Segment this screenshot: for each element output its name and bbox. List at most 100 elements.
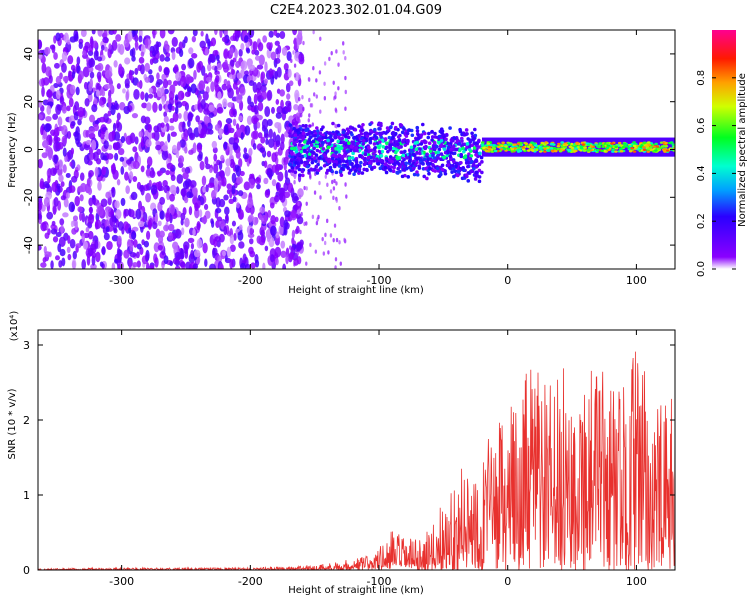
- heatmap-cell: [380, 131, 384, 136]
- heatmap-cell: [292, 50, 295, 55]
- heatmap-cell: [231, 172, 237, 184]
- heatmap-cell: [145, 139, 152, 148]
- heatmap-cell: [62, 164, 67, 174]
- heatmap-cell: [246, 76, 251, 83]
- heatmap-cell: [397, 138, 402, 142]
- heatmap-cell: [338, 206, 341, 211]
- heatmap-cell: [253, 93, 258, 105]
- heatmap-cell: [309, 143, 314, 147]
- heatmap-cell: [293, 104, 299, 111]
- heatmap-cell: [128, 258, 133, 269]
- heatmap-cell: [224, 166, 231, 177]
- heatmap-cell: [252, 216, 259, 226]
- heatmap-cell: [329, 189, 333, 194]
- heatmap-cell: [435, 166, 440, 171]
- heatmap-cell: [240, 60, 248, 71]
- heatmap-cell: [346, 165, 350, 170]
- heatmap-cell: [326, 218, 329, 224]
- heatmap-cell: [298, 96, 301, 102]
- heatmap-cell: [138, 35, 143, 43]
- heatmap-cell: [521, 148, 526, 151]
- heatmap-cell: [431, 144, 436, 149]
- heatmap-cell: [128, 171, 134, 181]
- heatmap-cell: [264, 106, 271, 118]
- heatmap-cell: [576, 145, 581, 149]
- heatmap-cell: [112, 142, 119, 151]
- heatmap-cell: [325, 149, 330, 153]
- heatmap-cell: [295, 128, 299, 133]
- heatmap-cell: [390, 121, 395, 126]
- heatmap-cell: [321, 133, 325, 137]
- heatmap-cell: [324, 232, 327, 238]
- heatmap-cell: [439, 172, 443, 177]
- heatmap-cell: [131, 262, 139, 268]
- heatmap-cell: [384, 156, 389, 161]
- heatmap-cell: [161, 73, 167, 81]
- heatmap-cell: [373, 127, 377, 132]
- heatmap-cell: [361, 138, 366, 143]
- heatmap-cell: [322, 153, 326, 157]
- heatmap-cell: [106, 153, 114, 160]
- heatmap-cell: [255, 177, 261, 185]
- heatmap-cell: [396, 142, 400, 147]
- heatmap-cell: [296, 116, 300, 121]
- heatmap-cell: [334, 151, 338, 155]
- heatmap-cell: [285, 100, 292, 107]
- heatmap-cell: [178, 155, 185, 164]
- heatmap-cell: [40, 125, 44, 136]
- heatmap-cell: [374, 135, 379, 140]
- heatmap-cell: [103, 232, 110, 241]
- heatmap-cell: [110, 104, 116, 116]
- heatmap-cell: [157, 220, 162, 227]
- heatmap-cell: [89, 243, 97, 250]
- heatmap-cell: [105, 226, 110, 233]
- heatmap-cell: [258, 214, 263, 221]
- heatmap-cell: [293, 73, 297, 78]
- heatmap-cell: [326, 159, 331, 164]
- heatmap-cell: [337, 135, 341, 140]
- heatmap-cell: [103, 140, 109, 150]
- heatmap-cell: [290, 58, 293, 64]
- heatmap-cell: [318, 180, 321, 186]
- heatmap-cell: [235, 150, 241, 159]
- heatmap-cell: [261, 118, 269, 130]
- heatmap-cell: [133, 88, 140, 100]
- heatmap-cell: [40, 262, 47, 268]
- heatmap-cell: [220, 154, 225, 162]
- heatmap-cell: [475, 173, 479, 178]
- heatmap-cell: [58, 159, 64, 170]
- heatmap-cell: [595, 148, 600, 152]
- heatmap-cell: [425, 152, 429, 157]
- heatmap-cell: [118, 63, 123, 75]
- heatmap-cell: [44, 251, 51, 258]
- heatmap-cell: [167, 103, 173, 110]
- heatmap-cell: [315, 148, 320, 153]
- heatmap-cell: [169, 184, 177, 195]
- heatmap-cell: [155, 144, 162, 151]
- heatmap-cell: [279, 216, 285, 228]
- heatmap-cell: [343, 163, 348, 168]
- heatmap-cell: [583, 146, 587, 149]
- heatmap-cell: [252, 130, 259, 140]
- heatmap-cell: [232, 195, 237, 202]
- heatmap-cell: [182, 207, 187, 216]
- bottom-y-scale-label: (x10⁴): [9, 311, 20, 342]
- heatmap-cell: [247, 197, 254, 209]
- heatmap-cell: [611, 148, 615, 152]
- heatmap-cell: [428, 166, 432, 171]
- heatmap-cell: [444, 133, 449, 137]
- heatmap-cell: [315, 126, 319, 130]
- heatmap-cell: [111, 186, 116, 198]
- heatmap-cell: [181, 167, 186, 173]
- heatmap-cell: [85, 139, 92, 146]
- heatmap-cell: [330, 138, 335, 143]
- heatmap-cell: [341, 140, 345, 145]
- heatmap-cell: [190, 242, 195, 250]
- heatmap-cell: [197, 94, 202, 101]
- heatmap-cell: [473, 127, 477, 132]
- heatmap-cell: [463, 155, 468, 159]
- heatmap-cell: [149, 58, 154, 66]
- heatmap-cell: [301, 123, 305, 128]
- heatmap-cell: [268, 128, 273, 139]
- heatmap-cell: [209, 167, 213, 174]
